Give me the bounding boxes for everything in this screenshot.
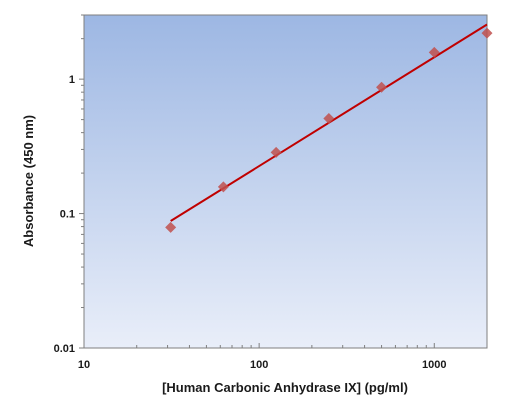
- y-tick-label: 1: [69, 74, 75, 86]
- x-tick-label: 1000: [422, 359, 446, 371]
- data-point: [217, 181, 229, 193]
- data-point: [428, 46, 440, 58]
- y-tick-label: 0.1: [60, 209, 75, 221]
- y-axis-title: Absorbance (450 nm): [21, 115, 36, 247]
- x-tick-labels: 10 100 1000: [78, 359, 447, 371]
- y-tick-labels: 0.01 0.1 1: [54, 74, 75, 355]
- data-point: [165, 221, 177, 233]
- plot-area: [83, 14, 488, 349]
- data-points: [165, 27, 493, 233]
- x-tick-label: 100: [250, 359, 268, 371]
- data-point: [376, 81, 388, 93]
- data-point: [270, 146, 282, 158]
- x-axis-title: [Human Carbonic Anhydrase IX] (pg/ml): [162, 380, 408, 395]
- axis-ticks: [79, 14, 488, 349]
- x-tick-label: 10: [78, 359, 90, 371]
- data-point: [323, 112, 335, 124]
- y-tick-label: 0.01: [54, 343, 75, 355]
- data-point: [481, 27, 493, 39]
